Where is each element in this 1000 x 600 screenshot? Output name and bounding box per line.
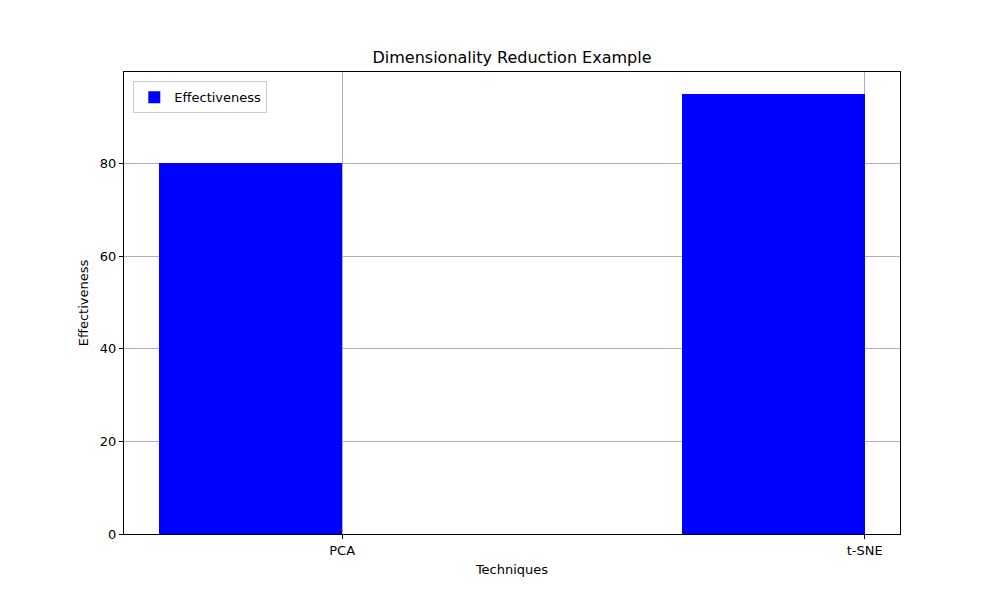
svg-text:PCA: PCA [329,543,355,558]
svg-text:t-SNE: t-SNE [847,543,883,558]
svg-text:0: 0 [108,527,116,542]
svg-text:Techniques: Techniques [475,562,548,577]
svg-text:80: 80 [100,156,117,171]
svg-text:20: 20 [100,434,117,449]
svg-text:60: 60 [100,249,117,264]
svg-text:Dimensionality Reduction Examp: Dimensionality Reduction Example [372,48,651,67]
svg-text:Effectiveness: Effectiveness [76,260,91,347]
svg-text:40: 40 [100,341,117,356]
svg-text:Effectiveness: Effectiveness [174,90,261,105]
